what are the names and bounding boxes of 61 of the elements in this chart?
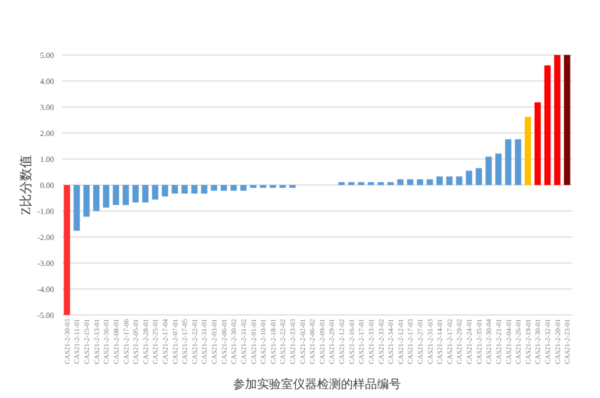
y-axis-title: Z比分数值 [18, 155, 33, 215]
y-tick-label: 0.00 [40, 181, 54, 190]
bar [181, 185, 188, 194]
bar [426, 179, 433, 185]
bar [358, 182, 364, 185]
bar [476, 168, 482, 185]
bar [387, 182, 394, 185]
y-tick-label: 5.00 [40, 51, 54, 60]
y-tick-label: -2.00 [37, 233, 54, 242]
bar [446, 176, 453, 185]
bar [191, 185, 198, 194]
bar [524, 116, 532, 185]
y-tick-label: 1.00 [40, 155, 54, 164]
y-tick-label: 3.00 [40, 103, 54, 112]
y-tick-label: -3.00 [37, 259, 54, 268]
y-tick-label: -4.00 [37, 285, 54, 294]
bar [64, 185, 70, 315]
bar [260, 185, 266, 188]
bar [230, 185, 237, 191]
bar [534, 102, 541, 185]
x-axis-title: 参加实验室仪器检测的样品编号 [233, 377, 401, 391]
y-tick-label: -5.00 [37, 311, 54, 320]
bar [270, 185, 276, 188]
bar [466, 170, 472, 185]
bar [407, 179, 414, 185]
bar [93, 185, 100, 211]
bar [112, 185, 120, 206]
bar [74, 185, 80, 231]
bar [378, 182, 384, 185]
bar [456, 176, 462, 185]
bar [416, 179, 424, 185]
bar [368, 182, 374, 185]
bar [544, 65, 551, 185]
bar [210, 185, 218, 191]
bar [554, 55, 560, 185]
bar [250, 185, 256, 188]
bar [397, 179, 404, 185]
bar [220, 185, 227, 191]
bar [436, 176, 443, 185]
bar [280, 185, 286, 188]
y-tick-label: 4.00 [40, 77, 54, 86]
bar [564, 55, 570, 185]
bar [83, 185, 90, 217]
bar [102, 185, 110, 208]
bar [142, 185, 149, 202]
bar [162, 185, 168, 196]
bar [485, 156, 492, 185]
bar [240, 185, 247, 191]
bar [495, 154, 502, 185]
bar [201, 185, 208, 194]
bar [514, 139, 522, 185]
bar [338, 182, 345, 185]
y-tick-label: 2.00 [40, 129, 54, 138]
bar [152, 185, 158, 200]
bar [122, 185, 129, 206]
bar [289, 185, 296, 188]
bar [132, 185, 139, 202]
bar [172, 185, 178, 194]
y-tick-label: -1.00 [37, 207, 54, 216]
bar [505, 139, 512, 185]
bar [348, 182, 354, 185]
